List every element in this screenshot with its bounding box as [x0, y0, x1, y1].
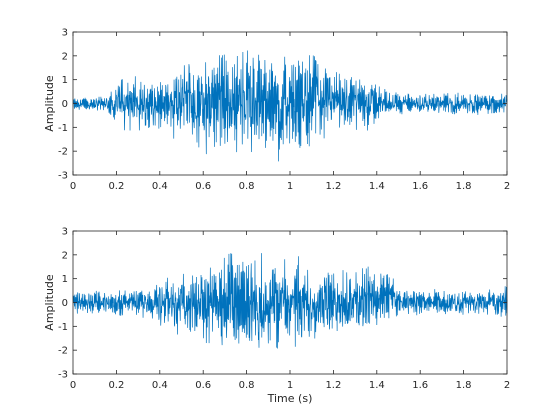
y-axis-label: Amplitude: [43, 75, 56, 132]
x-tick-label: 1: [287, 181, 293, 192]
x-tick-label: 2: [504, 181, 510, 192]
axes-top: 0 0.2 0.4 0.6 0.8 1 1.2 1.4 1.6 1.8 2 -3 -2 -1 0 1 2 3 Amp…: [43, 28, 510, 193]
x-tick-label: 1.2: [325, 380, 341, 391]
y-tick-label: 2: [62, 250, 68, 261]
y-tick-label: -2: [58, 346, 68, 357]
x-tick-label: 1.8: [456, 380, 472, 391]
x-tick-label: 1: [287, 380, 293, 391]
y-tick-label: -2: [58, 147, 68, 158]
x-tick-label: 0.8: [239, 181, 255, 192]
y-tick-label: 2: [62, 51, 68, 62]
axes-bottom: 0 0.2 0.4 0.6 0.8 1 1.2 1.4 1.6 1.8 2 -3 -2 -1 0 1 2 3 Amp…: [43, 227, 510, 406]
signal-line-0: [72, 50, 508, 162]
x-axis-label: Time (s): [267, 392, 313, 405]
y-tick-label: -1: [58, 123, 68, 134]
x-tick-label: 1.2: [325, 181, 341, 192]
x-tick-label: 2: [504, 380, 510, 391]
y-axis-label: Amplitude: [43, 274, 56, 331]
y-tick-label: -1: [58, 322, 68, 333]
x-tick-label: 0: [70, 181, 76, 192]
x-tick-label: 0.4: [152, 181, 168, 192]
signal-line-0: [72, 253, 508, 349]
x-tick-label: 1.6: [412, 181, 428, 192]
x-tick-label: 0: [70, 380, 76, 391]
x-tick-label: 0.2: [108, 181, 124, 192]
y-tick-label: 3: [62, 227, 68, 238]
x-tick-label: 1.8: [456, 181, 472, 192]
x-tick-label: 0.6: [195, 380, 211, 391]
x-tick-label: 1.4: [369, 181, 385, 192]
x-tick-label: 0.8: [239, 380, 255, 391]
y-tick-label: 3: [62, 28, 68, 39]
y-tick-label: 0: [62, 99, 68, 110]
y-tick-label: 0: [62, 298, 68, 309]
x-tick-label: 1.4: [369, 380, 385, 391]
y-tick-label: -3: [58, 370, 68, 381]
x-tick-label: 0.6: [195, 181, 211, 192]
y-tick-label: -3: [58, 171, 68, 182]
y-tick-label: 1: [62, 75, 68, 86]
x-tick-label: 0.2: [108, 380, 124, 391]
x-tick-label: 0.4: [152, 380, 168, 391]
y-tick-label: 1: [62, 274, 68, 285]
x-tick-label: 1.6: [412, 380, 428, 391]
